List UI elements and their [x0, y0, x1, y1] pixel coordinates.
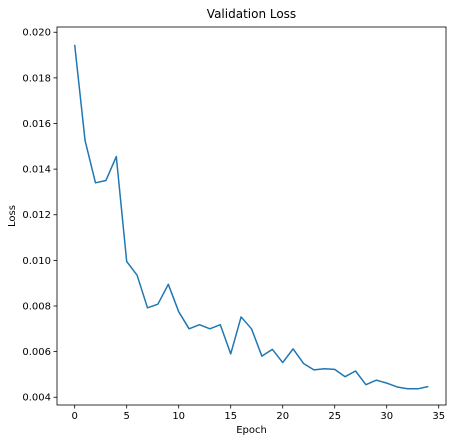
series-line-validation-loss [73, 44, 429, 390]
y-tick-label: 0.008 [22, 301, 51, 312]
x-tick-label: 35 [432, 411, 445, 422]
x-tick-label: 10 [172, 411, 185, 422]
plot-area [57, 27, 446, 405]
y-axis-label: Loss [7, 205, 18, 227]
chart-title: Validation Loss [207, 7, 296, 21]
y-tick-label: 0.006 [22, 347, 51, 358]
y-tick-label: 0.004 [22, 393, 51, 404]
plot-frame [56, 26, 447, 406]
x-tick-label: 25 [328, 411, 341, 422]
x-axis-label: Epoch [236, 425, 267, 436]
x-tick-label: 15 [224, 411, 237, 422]
y-tick-label: 0.010 [22, 256, 51, 267]
y-tick-label: 0.020 [22, 28, 51, 39]
x-tick-label: 20 [276, 411, 289, 422]
y-tick-label: 0.012 [22, 210, 51, 221]
y-axis-ticks: 0.004 0.006 0.008 0.010 0.012 0.014 0.016 0.018… [22, 28, 57, 404]
x-tick-label: 5 [123, 411, 129, 422]
y-tick-label: 0.014 [22, 165, 51, 176]
y-tick-label: 0.016 [22, 119, 51, 130]
y-tick-label: 0.018 [22, 73, 51, 84]
x-tick-label: 0 [71, 411, 77, 422]
x-tick-label: 30 [380, 411, 393, 422]
x-axis-ticks: 0 5 10 15 20 25 30 35 [71, 405, 445, 422]
